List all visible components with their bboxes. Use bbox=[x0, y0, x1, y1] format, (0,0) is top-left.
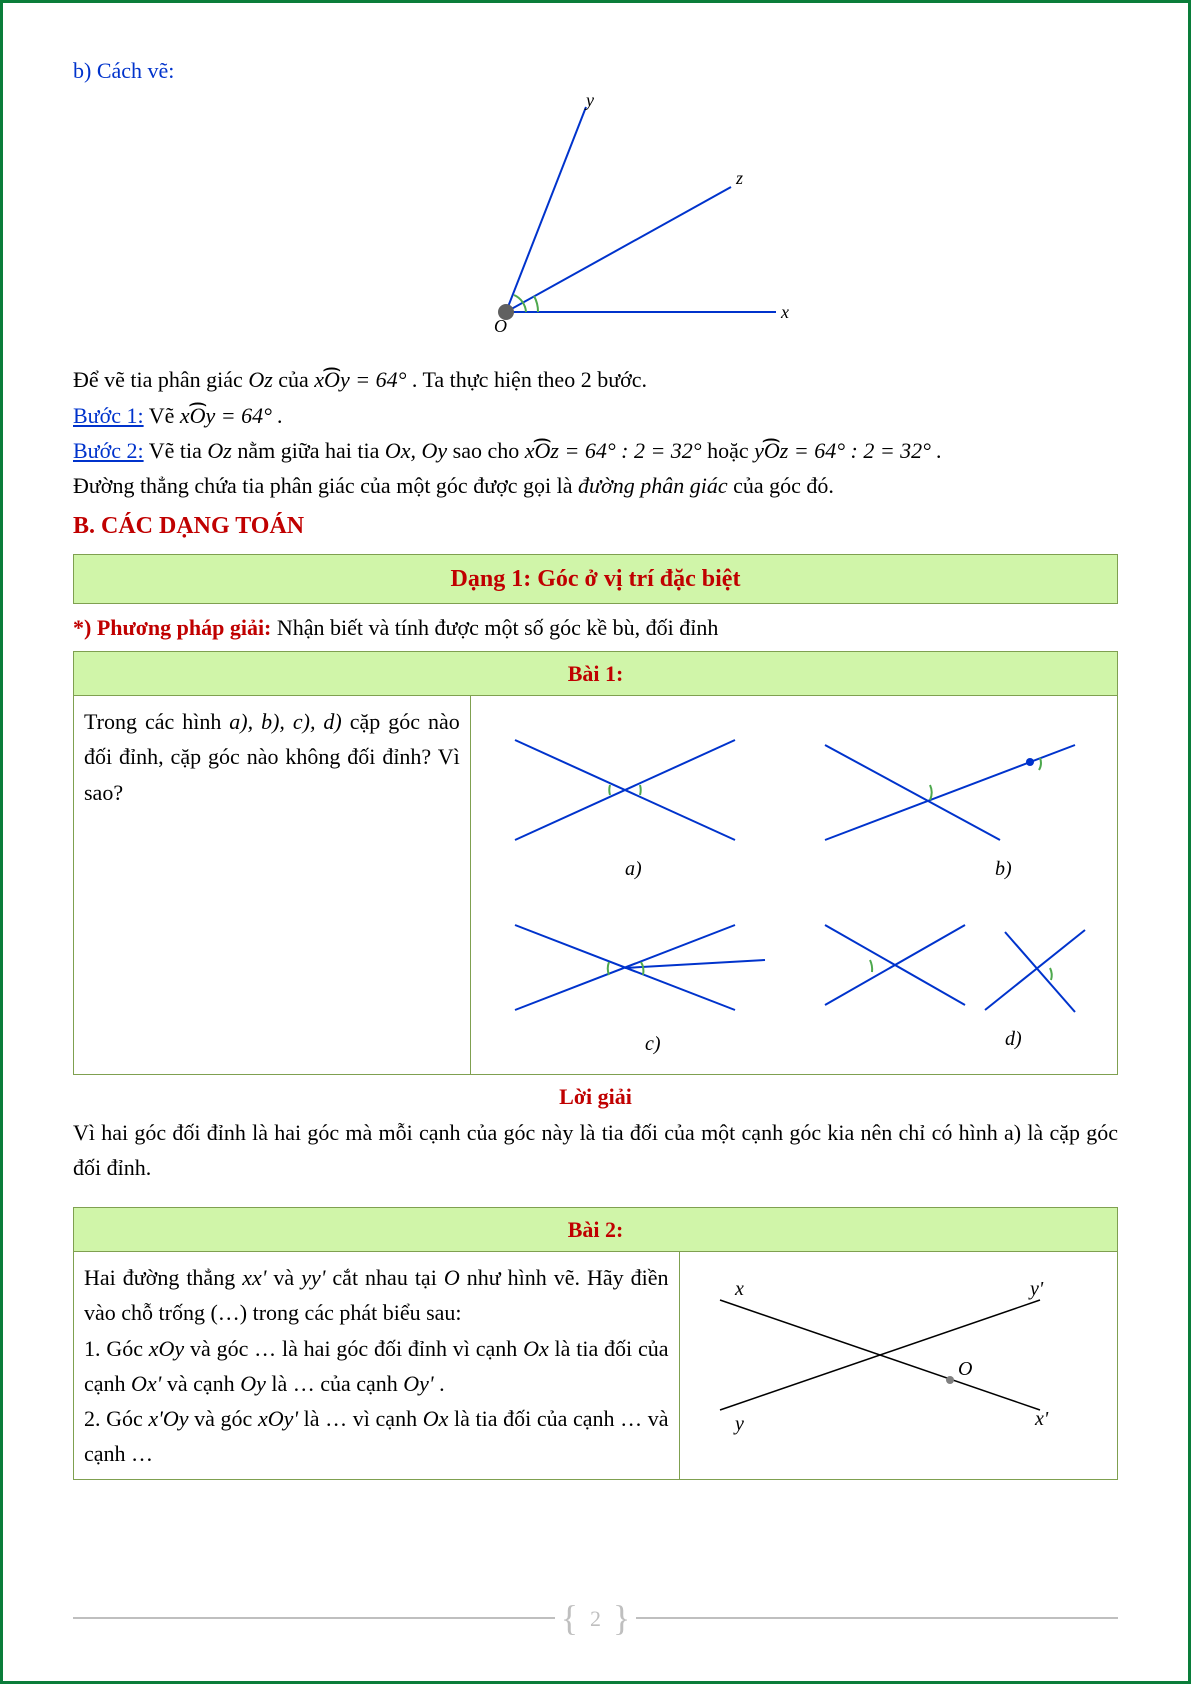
figure-b bbox=[825, 745, 1075, 840]
bai1-prompt: Trong các hình a), b), c), d) cặp góc nà… bbox=[74, 696, 471, 1075]
svg-text:y': y' bbox=[1028, 1278, 1044, 1300]
svg-text:x: x bbox=[734, 1278, 744, 1300]
loigiai-title: Lời giải bbox=[73, 1079, 1118, 1114]
figure-a bbox=[515, 740, 735, 840]
bai1-solution: Vì hai góc đối đỉnh là hai góc mà mỗi cạ… bbox=[73, 1115, 1118, 1185]
svg-text:x': x' bbox=[1034, 1408, 1049, 1430]
angle-bisector-diagram: O x y z bbox=[73, 92, 1118, 362]
svg-text:c): c) bbox=[645, 1033, 661, 1055]
figure-c bbox=[515, 925, 765, 1010]
svg-text:O: O bbox=[958, 1358, 972, 1380]
svg-text:d): d) bbox=[1005, 1028, 1022, 1050]
bai1-figures: a) b) c) d) bbox=[470, 696, 1117, 1075]
page-number: 2 bbox=[584, 1601, 607, 1636]
dang1-header: Dạng 1: Góc ở vị trí đặc biệt bbox=[73, 554, 1118, 604]
svg-text:y: y bbox=[733, 1413, 744, 1435]
bai2-prompt: Hai đường thẳng xx' và yy' cắt nhau tại … bbox=[74, 1252, 680, 1480]
page-footer: { 2 } bbox=[73, 1601, 1118, 1636]
section-b-heading: b) Cách vẽ: bbox=[73, 53, 1118, 88]
bai1-table: Bài 1: Trong các hình a), b), c), d) cặp… bbox=[73, 651, 1118, 1075]
figure-d bbox=[825, 925, 1085, 1012]
bai2-table: Bài 2: Hai đường thẳng xx' và yy' cắt nh… bbox=[73, 1207, 1118, 1480]
bai2-figure: x y' y x' O bbox=[679, 1252, 1117, 1480]
label-O: O bbox=[494, 316, 507, 336]
label-z: z bbox=[735, 168, 743, 188]
section-b-title: B. CÁC DẠNG TOÁN bbox=[73, 507, 1118, 545]
label-y: y bbox=[584, 92, 594, 110]
step-2: Bước 2: Vẽ tia Oz nằm giữa hai tia Ox, O… bbox=[73, 433, 1118, 468]
step-1: Bước 1: Vẽ xOy = 64° . bbox=[73, 398, 1118, 433]
method-row: *) Phương pháp giải: Nhận biết và tính đ… bbox=[73, 610, 1118, 645]
label-x: x bbox=[780, 302, 789, 322]
para-draw-intro: Để vẽ tia phân giác Oz của xOy = 64° . T… bbox=[73, 362, 1118, 397]
svg-text:b): b) bbox=[995, 858, 1012, 880]
svg-text:a): a) bbox=[625, 858, 642, 880]
para-definition: Đường thẳng chứa tia phân giác của một g… bbox=[73, 468, 1118, 503]
bai2-title: Bài 2: bbox=[74, 1208, 1118, 1252]
bai1-title: Bài 1: bbox=[74, 652, 1118, 696]
